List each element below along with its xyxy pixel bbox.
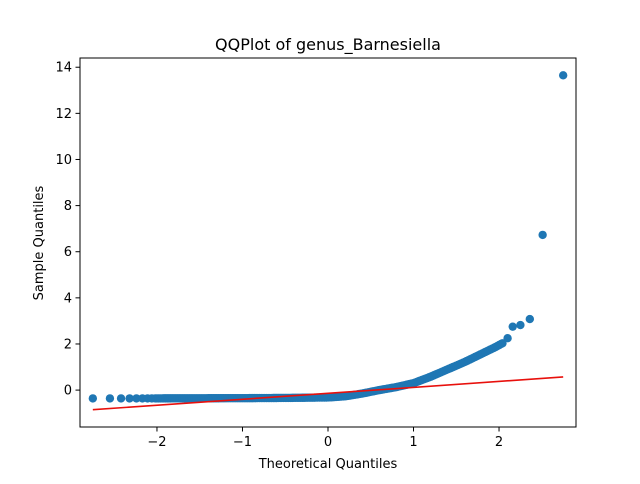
y-tick-label: 10	[55, 153, 72, 168]
y-tick-label: 4	[64, 291, 72, 306]
qq-outlier-point	[525, 314, 535, 324]
y-tick-label: 8	[64, 199, 72, 214]
x-tick-label: 0	[324, 435, 332, 450]
chart-title: QQPlot of genus_Barnesiella	[215, 35, 441, 55]
qq-point	[88, 394, 98, 403]
qq-outlier-point	[516, 320, 525, 330]
y-axis: 0 2 4 6 8 10 12 14	[55, 61, 80, 399]
qq-outlier-point	[538, 230, 547, 240]
qq-point	[132, 394, 141, 403]
qq-point	[105, 394, 115, 403]
qq-outlier-point	[503, 334, 512, 343]
qq-point	[498, 339, 507, 348]
x-tick-label: 2	[495, 435, 503, 450]
y-axis-label: Sample Quantiles	[32, 185, 47, 300]
qq-point	[116, 394, 126, 403]
y-tick-label: 6	[64, 245, 72, 260]
x-axis-label: Theoretical Quantiles	[258, 457, 398, 472]
qq-outlier-point	[508, 322, 517, 331]
plot-background	[80, 58, 576, 427]
x-tick-label: −2	[147, 435, 166, 450]
qq-point	[125, 394, 134, 403]
y-tick-label: 2	[64, 337, 72, 352]
y-tick-label: 14	[55, 61, 72, 76]
x-tick-label: −1	[233, 435, 252, 450]
qq-outlier-point	[558, 71, 568, 80]
x-tick-label: 1	[409, 435, 417, 450]
reference-line	[92, 376, 564, 411]
x-axis: −2 −1 0 1 2	[147, 427, 503, 450]
y-tick-label: 12	[55, 107, 72, 122]
plot-area	[79, 57, 577, 428]
y-tick-label: 0	[64, 384, 72, 399]
